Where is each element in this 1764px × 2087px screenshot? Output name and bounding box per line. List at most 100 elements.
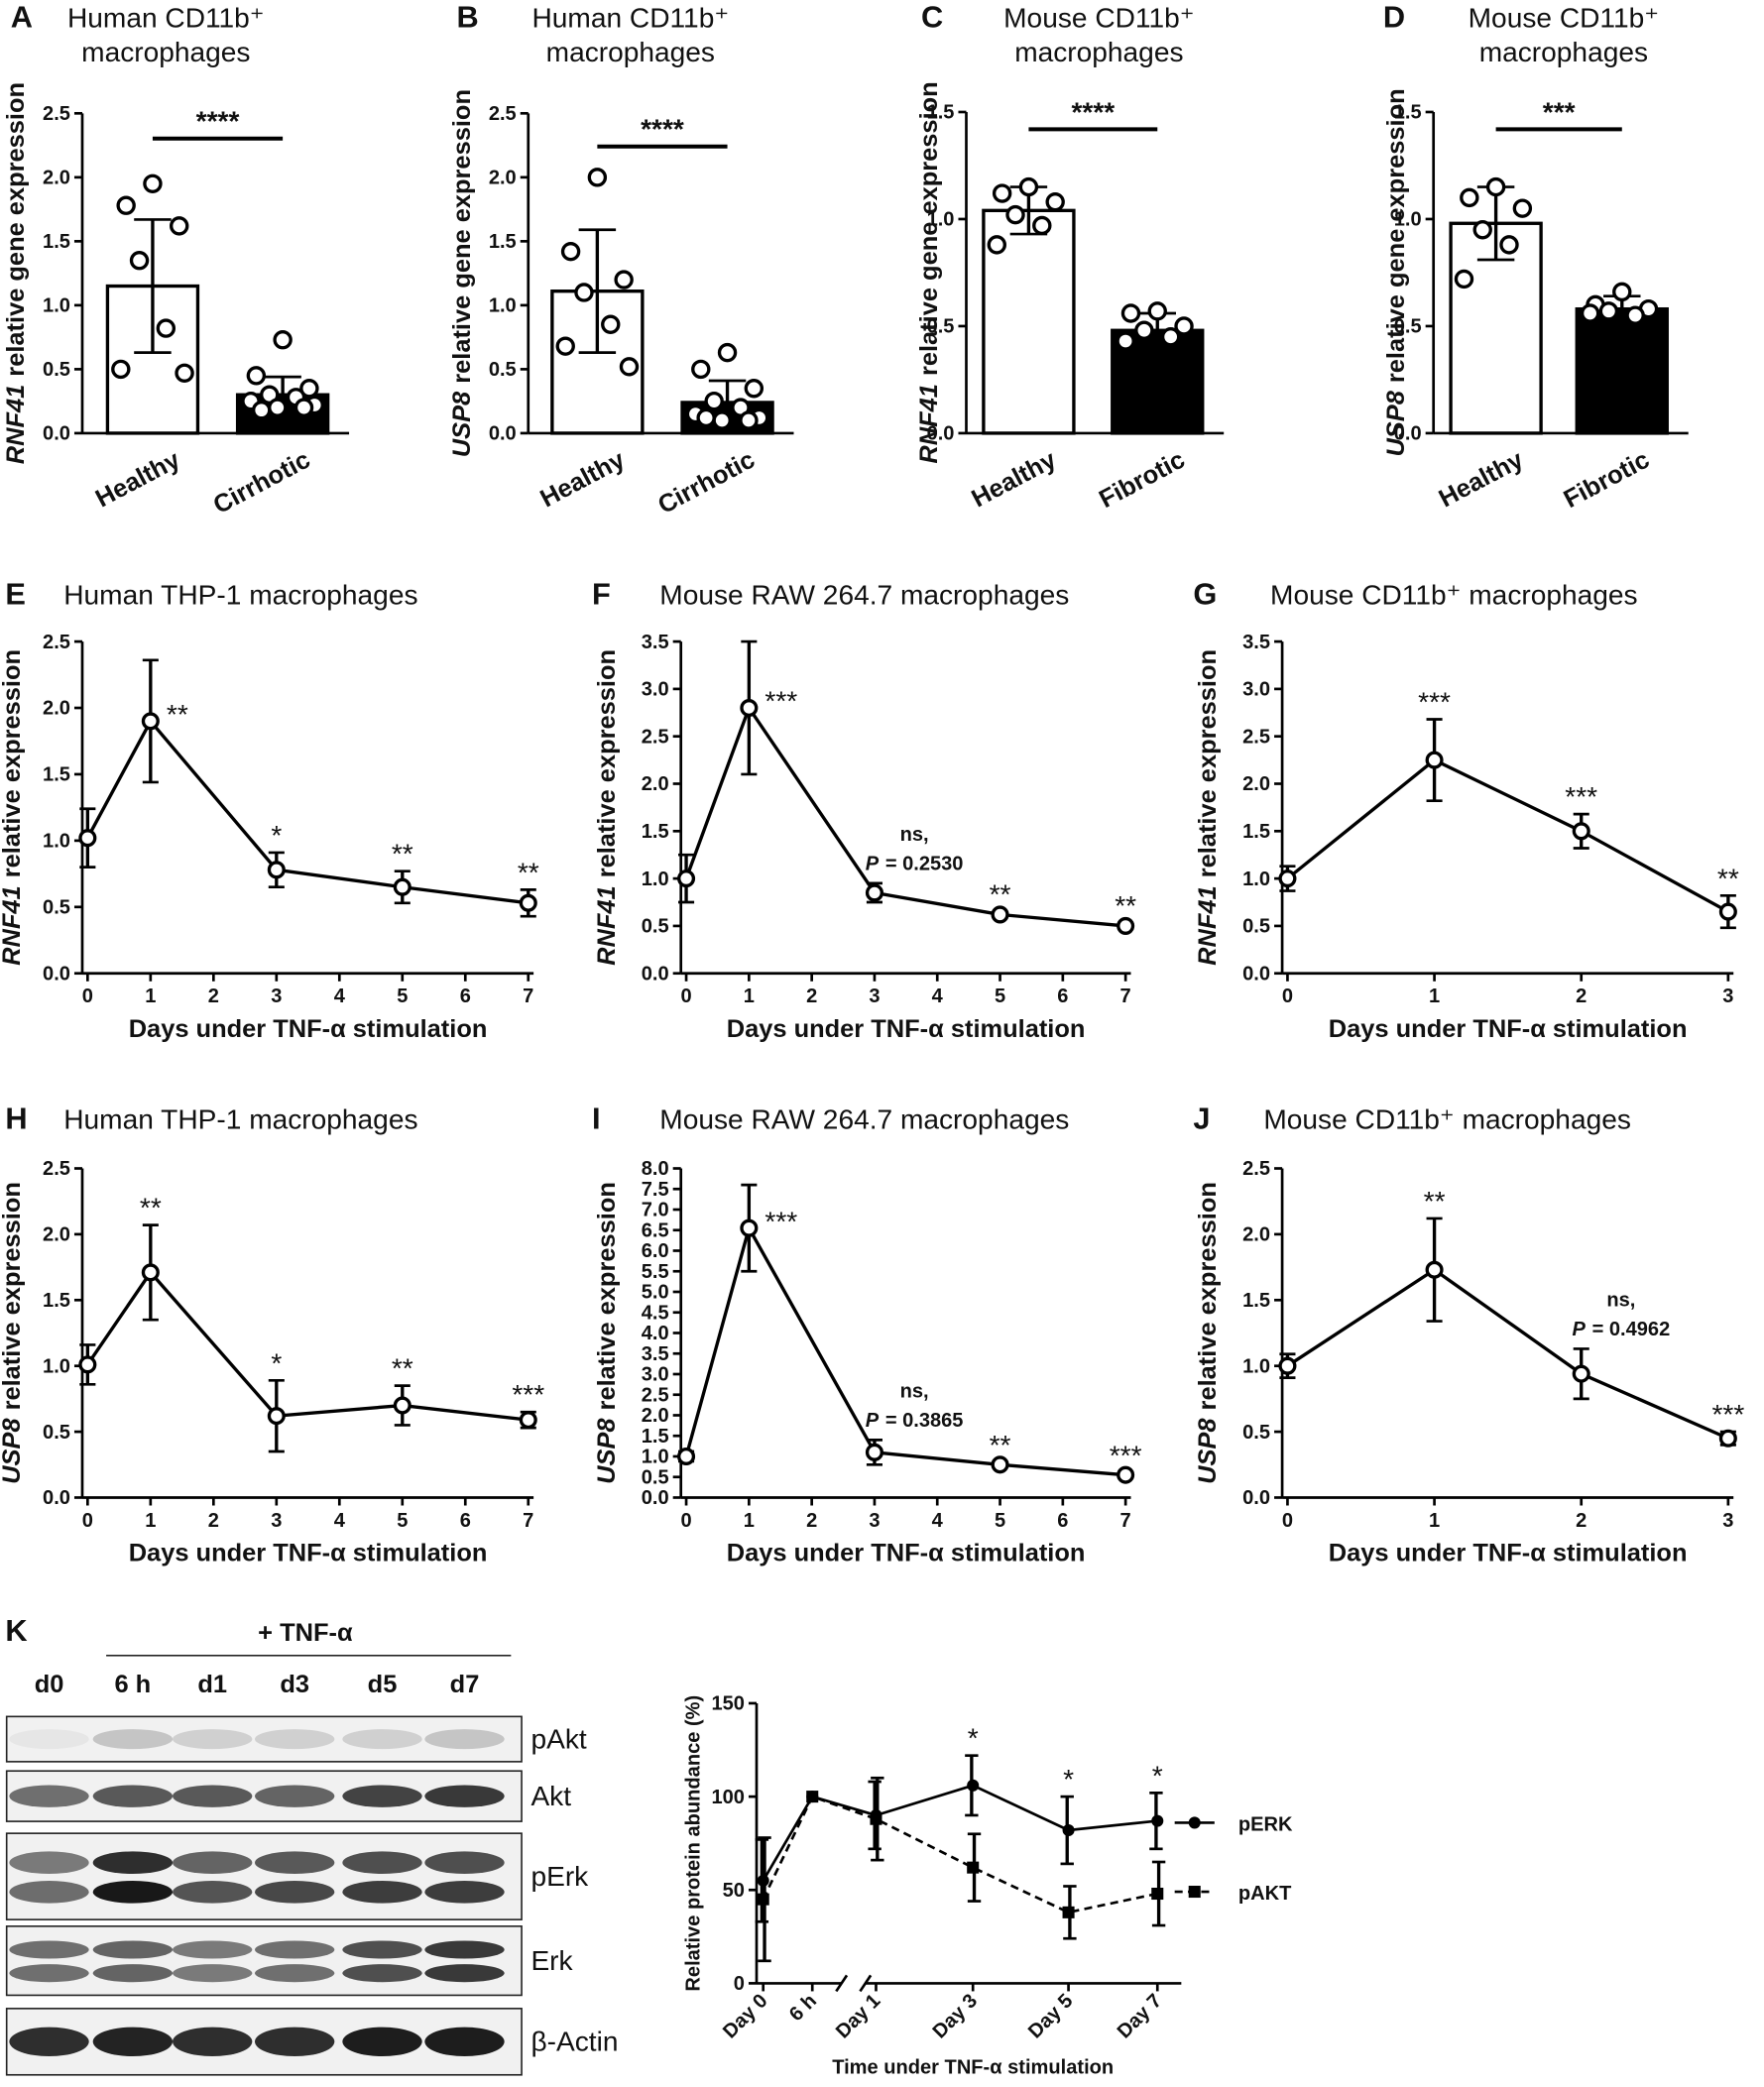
y-tick-label: 4.0 bbox=[642, 1323, 669, 1344]
significance: **** bbox=[641, 114, 684, 145]
p-value-text: = 0.3865 bbox=[885, 1410, 964, 1432]
chart-title: Human THP-1 macrophages bbox=[63, 580, 417, 611]
blot-band bbox=[424, 1729, 505, 1750]
protein-label: β-Actin bbox=[530, 2027, 618, 2057]
lane-label: d5 bbox=[368, 1671, 398, 1698]
line bbox=[1286, 757, 1729, 914]
y-tick-label: 0.0 bbox=[1242, 963, 1270, 985]
y-axis-text: relative gene expression bbox=[2, 82, 30, 377]
data-point bbox=[739, 410, 759, 430]
x-tick-label: 2 bbox=[1576, 986, 1587, 1007]
data-point bbox=[111, 359, 131, 380]
blot-band bbox=[342, 1964, 422, 1983]
data-point bbox=[519, 893, 537, 912]
data-point bbox=[1174, 316, 1194, 336]
annotation: ns, bbox=[900, 1381, 929, 1403]
y-axis-text: relative gene expression bbox=[448, 89, 476, 384]
y-axis-text: relative expression bbox=[0, 1182, 26, 1410]
data-point bbox=[1572, 1364, 1590, 1383]
annotation: *** bbox=[764, 1206, 797, 1236]
p-value: P = 0.2530 bbox=[866, 854, 964, 875]
blot-band bbox=[92, 1851, 174, 1875]
data-point bbox=[1032, 215, 1052, 236]
data-point bbox=[712, 410, 732, 430]
y-tick-label: 2.5 bbox=[43, 103, 70, 125]
x-tick-label: 5 bbox=[397, 986, 408, 1007]
panel-letter: K bbox=[5, 1613, 27, 1648]
blot-panel bbox=[5, 1832, 523, 1920]
y-axis-label: RNF41 relative expression bbox=[593, 649, 621, 966]
y-tick-label: 1.0 bbox=[43, 295, 70, 317]
y-tick-label: 2.5 bbox=[489, 103, 517, 125]
y-tick-label: 1.5 bbox=[1394, 102, 1422, 124]
y-tick-label: 0.0 bbox=[489, 423, 517, 445]
blot-band bbox=[342, 1785, 422, 1807]
y-tick-label: 7.5 bbox=[642, 1179, 669, 1201]
y-tick-label: 6.5 bbox=[642, 1219, 669, 1241]
p-value: P = 0.4962 bbox=[1573, 1319, 1671, 1340]
data-point bbox=[78, 829, 97, 848]
data-point bbox=[717, 342, 738, 363]
x-axis-label: Days under TNF-α stimulation bbox=[1329, 1540, 1688, 1567]
y-tick-label: 1.0 bbox=[642, 1447, 669, 1468]
x-tick-label: 3 bbox=[869, 1510, 880, 1532]
p-value-text: = 0.4962 bbox=[1592, 1319, 1671, 1340]
blot-band bbox=[9, 1785, 89, 1807]
y-tick-label: 1.5 bbox=[43, 231, 70, 253]
y-tick-label: 0.0 bbox=[43, 963, 70, 985]
annotation: ** bbox=[392, 1353, 413, 1384]
legend-marker bbox=[1188, 1886, 1201, 1899]
annotation: ** bbox=[1115, 890, 1136, 921]
y-tick-label: 0.5 bbox=[642, 1466, 669, 1488]
y-axis-label: USP8 relative expression bbox=[593, 1182, 621, 1484]
data-point bbox=[1160, 327, 1181, 347]
y-tick-label: 2.5 bbox=[1242, 726, 1270, 748]
y-axis-label: USP8 relative expression bbox=[0, 1182, 26, 1484]
x-tick-label: 7 bbox=[1120, 986, 1131, 1007]
chart-title: macrophages bbox=[1479, 37, 1648, 67]
chart-title: Mouse CD11b⁺ macrophages bbox=[1270, 580, 1638, 611]
y-tick-label: 1.0 bbox=[43, 1355, 70, 1377]
x-tick-label: 6 bbox=[1057, 1510, 1068, 1532]
blot-band bbox=[92, 1940, 174, 1959]
y-axis-gene: RNF41 bbox=[2, 385, 30, 465]
blot-band bbox=[92, 1729, 174, 1750]
y-axis-gene: USP8 bbox=[1194, 1418, 1222, 1484]
chart-title: macrophages bbox=[1014, 37, 1183, 67]
protein-label: pErk bbox=[530, 1861, 589, 1892]
data-point bbox=[156, 318, 176, 338]
data-point bbox=[601, 314, 621, 334]
significance: **** bbox=[1071, 96, 1115, 127]
y-tick-label: 7.0 bbox=[642, 1200, 669, 1221]
p-value: P = 0.3865 bbox=[866, 1410, 964, 1432]
chart-title: Mouse CD11b⁺ macrophages bbox=[1263, 1103, 1631, 1134]
blot-band bbox=[342, 1880, 422, 1904]
y-axis-label: USP8 relative gene expression bbox=[1382, 88, 1410, 456]
y-tick-label: 2.5 bbox=[642, 726, 669, 748]
p-symbol: P bbox=[866, 854, 880, 875]
data-point bbox=[991, 1455, 1009, 1474]
y-tick-label: 0.5 bbox=[1242, 916, 1270, 938]
annotation: ** bbox=[518, 857, 539, 887]
blot-band bbox=[342, 1851, 422, 1875]
y-tick-label: 2.5 bbox=[642, 1384, 669, 1406]
data-point bbox=[1572, 822, 1590, 841]
panel-letter: E bbox=[5, 577, 26, 612]
data-point bbox=[1117, 1465, 1135, 1484]
blot-band bbox=[9, 1729, 89, 1750]
annotation: * bbox=[1152, 1760, 1163, 1791]
x-tick-label: 5 bbox=[995, 1510, 1005, 1532]
blot-band bbox=[173, 1851, 253, 1875]
data-point bbox=[677, 1447, 696, 1466]
data-point bbox=[1454, 269, 1474, 290]
data-point bbox=[806, 1791, 819, 1803]
x-tick-label: 6 bbox=[460, 986, 471, 1007]
data-point bbox=[129, 251, 150, 271]
y-axis-gene: RNF41 bbox=[0, 885, 26, 966]
annotation: *** bbox=[1110, 1441, 1142, 1471]
protein-label: pAkt bbox=[530, 1723, 586, 1754]
significance: **** bbox=[196, 106, 240, 137]
y-tick-label: 0.0 bbox=[927, 423, 955, 445]
y-tick-label: 1.0 bbox=[1242, 869, 1270, 890]
y-tick-label: 2.0 bbox=[1242, 1224, 1270, 1246]
